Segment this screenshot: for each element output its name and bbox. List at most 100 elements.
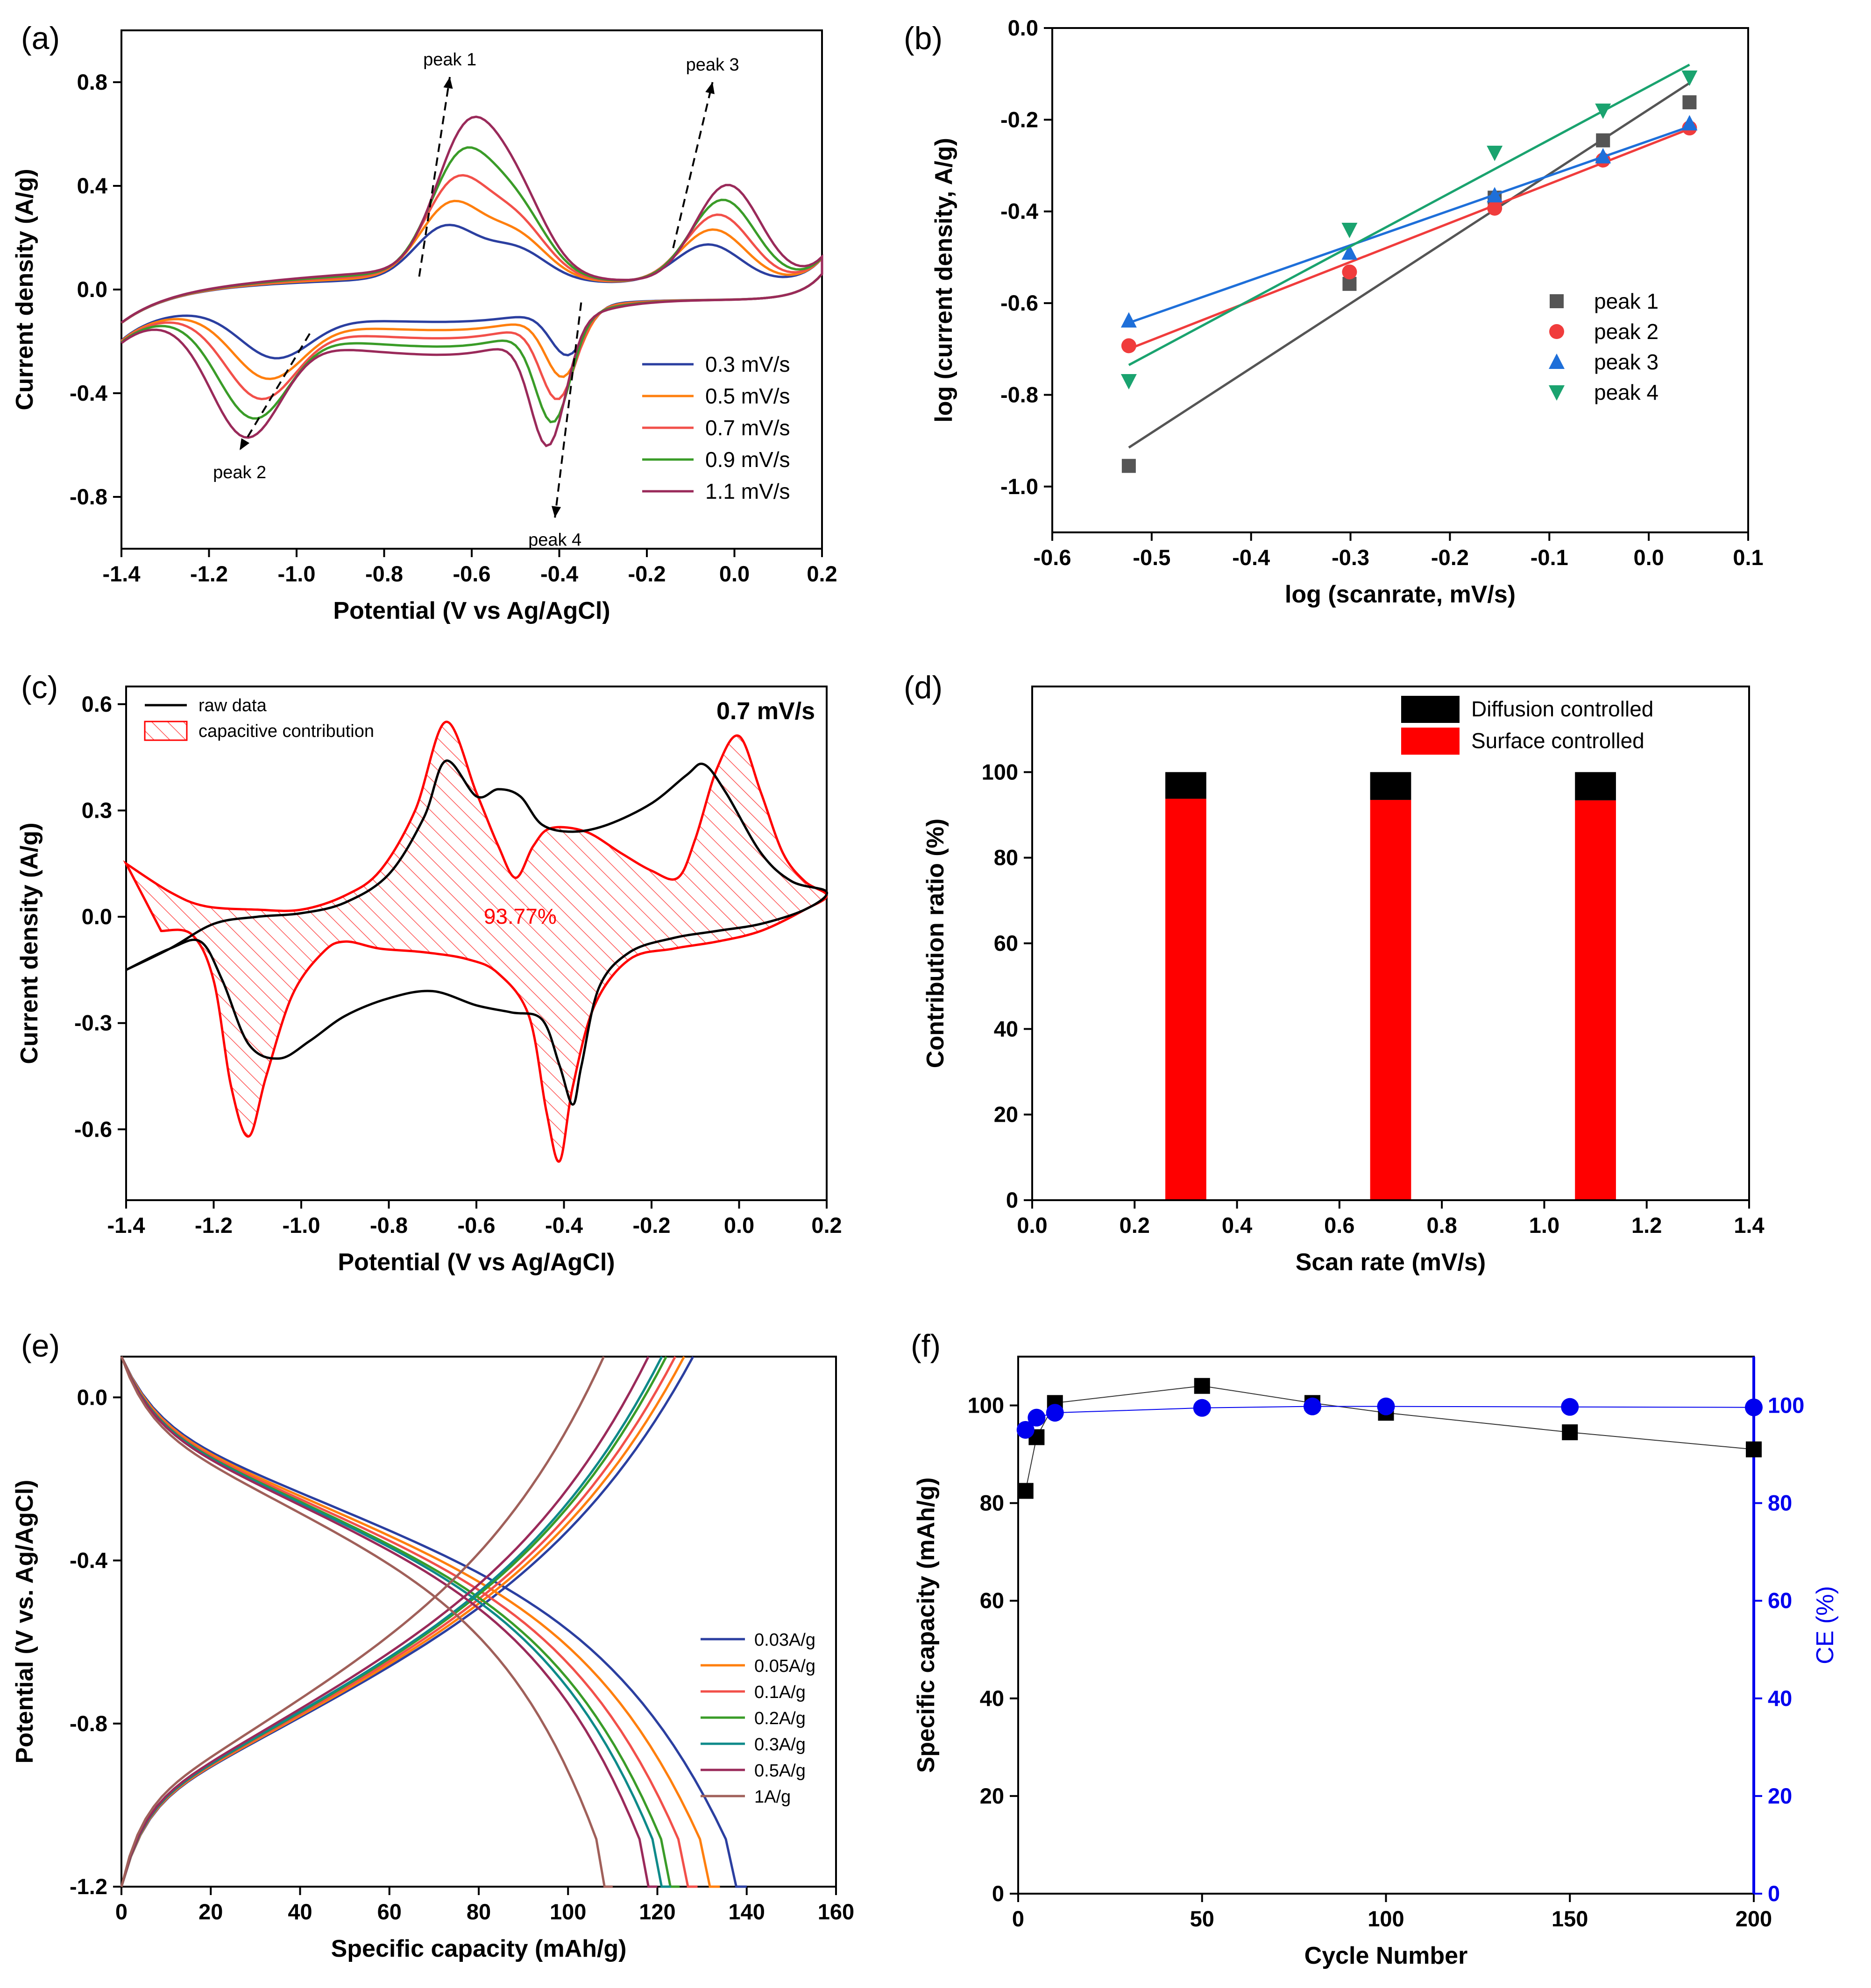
bar-diffusion-controlled bbox=[1370, 772, 1411, 800]
arrow-head bbox=[551, 506, 561, 518]
y-tick-label: -0.6 bbox=[1000, 290, 1038, 315]
peak-label: peak 3 bbox=[686, 55, 739, 75]
data-point bbox=[1549, 354, 1565, 369]
y-tick-label: 0.4 bbox=[77, 173, 107, 198]
x-tick-label: -0.1 bbox=[1531, 545, 1568, 570]
y-tick-label: 60 bbox=[994, 931, 1018, 955]
legend-swatch bbox=[1401, 728, 1460, 755]
legend-swatch bbox=[1401, 696, 1460, 723]
peak-arrow bbox=[418, 77, 451, 277]
discharge-curve-5 bbox=[120, 1356, 658, 1888]
x-tick-label: -0.4 bbox=[540, 561, 578, 586]
x-tick-label: 0.0 bbox=[1633, 545, 1664, 570]
y-axis-title: Potential (V vs. Ag/AgCl) bbox=[11, 1480, 38, 1764]
y-tick-label: 40 bbox=[980, 1686, 1004, 1711]
x-tick-label: 50 bbox=[1190, 1906, 1214, 1931]
legend-label: 0.3A/g bbox=[754, 1735, 806, 1755]
data-point bbox=[1487, 146, 1503, 162]
charge-curve-1 bbox=[120, 1356, 686, 1887]
capacitive-percent: 93.77% bbox=[484, 904, 557, 928]
x-tick-label: -0.5 bbox=[1133, 545, 1170, 570]
legend-label: 0.3 mV/s bbox=[705, 352, 790, 376]
y-tick-label: 80 bbox=[994, 845, 1018, 870]
y-tick-label: -0.8 bbox=[70, 484, 107, 509]
ce-point bbox=[1377, 1397, 1395, 1415]
ce-point bbox=[1046, 1404, 1064, 1422]
x-tick-label: 100 bbox=[550, 1899, 586, 1924]
data-point bbox=[1681, 115, 1698, 131]
panel-b: -0.6 -0.5 -0.4 -0.3 -0.2 -0.1 0.0 0.1 -1.0 -0.8 -0… bbox=[904, 15, 1764, 608]
panel-letter: (c) bbox=[21, 670, 58, 705]
y-tick-label: 60 bbox=[980, 1588, 1004, 1613]
x-tick-label: -1.0 bbox=[283, 1213, 320, 1238]
y-tick-label: 0.0 bbox=[82, 904, 112, 929]
y-tick-label: 0.6 bbox=[82, 692, 112, 716]
y-tick-label: 40 bbox=[994, 1016, 1018, 1041]
x-tick-label: 20 bbox=[198, 1899, 223, 1924]
x-tick-label: 0 bbox=[1012, 1906, 1024, 1931]
x-tick-label: 160 bbox=[818, 1899, 854, 1924]
data-point bbox=[1549, 324, 1564, 339]
y-tick-label: -0.4 bbox=[70, 381, 107, 405]
capacity-point bbox=[1746, 1441, 1762, 1457]
peak-label: peak 2 bbox=[213, 463, 266, 482]
legend-label: peak 3 bbox=[1594, 350, 1658, 374]
panel-letter: (b) bbox=[904, 21, 943, 56]
discharge-curve-0 bbox=[120, 1356, 747, 1888]
x-tick-label: 150 bbox=[1552, 1906, 1588, 1931]
x-tick-label: -0.6 bbox=[458, 1213, 496, 1238]
panel-c: -1.4 -1.2 -1.0 -0.8 -0.6 -0.4 -0.2 0.0 0.2 -0.6 -0… bbox=[16, 670, 842, 1276]
y-tick-label: 0.0 bbox=[77, 277, 107, 302]
ce-point bbox=[1561, 1398, 1579, 1416]
data-point bbox=[1341, 223, 1358, 238]
x-tick-label: 120 bbox=[639, 1899, 675, 1924]
legend-label: peak 1 bbox=[1594, 289, 1658, 313]
y-tick-label: -1.0 bbox=[1000, 474, 1038, 499]
scan-rate-label: 0.7 mV/s bbox=[716, 698, 815, 725]
x-tick-label: -1.4 bbox=[103, 561, 141, 586]
legend-label: peak 4 bbox=[1594, 380, 1658, 404]
ce-point bbox=[1016, 1421, 1035, 1439]
y2-tick-label: 80 bbox=[1768, 1491, 1792, 1515]
legend-label: 1A/g bbox=[754, 1787, 791, 1807]
x-axis-title: Potential (V vs Ag/AgCl) bbox=[333, 597, 610, 624]
data-point bbox=[1342, 264, 1357, 280]
x-tick-label: 140 bbox=[729, 1899, 765, 1924]
bar-surface-controlled bbox=[1165, 799, 1206, 1200]
x-tick-label: 1.2 bbox=[1631, 1213, 1662, 1238]
x-tick-label: -0.6 bbox=[453, 561, 491, 586]
bar-diffusion-controlled bbox=[1575, 772, 1616, 800]
bar-surface-controlled bbox=[1370, 799, 1411, 1200]
legend-label: 0.9 mV/s bbox=[705, 447, 790, 472]
data-point bbox=[1120, 374, 1137, 389]
data-point bbox=[1681, 71, 1698, 86]
discharge-curve-6 bbox=[120, 1356, 613, 1888]
y-axis-title: log (current density, A/g) bbox=[930, 138, 957, 423]
x-axis-title: Scan rate (mV/s) bbox=[1296, 1249, 1486, 1276]
x-tick-label: -0.2 bbox=[1431, 545, 1469, 570]
charge-curve-6 bbox=[120, 1356, 605, 1887]
x-tick-label: 0.1 bbox=[1733, 545, 1763, 570]
legend-label: 0.7 mV/s bbox=[705, 416, 790, 440]
x-tick-label: 1.0 bbox=[1529, 1213, 1559, 1238]
ce-point bbox=[1304, 1397, 1321, 1415]
x-tick-label: 200 bbox=[1736, 1906, 1772, 1931]
y-tick-label: -0.8 bbox=[1000, 382, 1038, 407]
y2-axis-title: CE (%) bbox=[1812, 1586, 1839, 1664]
legend-label: 0.05A/g bbox=[754, 1656, 815, 1676]
data-point bbox=[1341, 244, 1358, 260]
plot-frame bbox=[1051, 27, 1749, 533]
x-tick-label: 0.2 bbox=[807, 561, 837, 586]
charge-curve-5 bbox=[120, 1356, 650, 1887]
y-tick-label: -0.4 bbox=[70, 1548, 107, 1573]
y2-tick-label: 20 bbox=[1768, 1783, 1792, 1808]
peak-arrow bbox=[239, 333, 311, 451]
capacity-point bbox=[1194, 1378, 1210, 1394]
ce-point bbox=[1028, 1408, 1046, 1427]
y-tick-label: 100 bbox=[982, 759, 1018, 784]
arrow-head bbox=[705, 82, 715, 94]
legend-swatch bbox=[144, 721, 188, 741]
x-tick-label: -0.4 bbox=[1232, 545, 1270, 570]
data-point bbox=[1549, 385, 1565, 401]
